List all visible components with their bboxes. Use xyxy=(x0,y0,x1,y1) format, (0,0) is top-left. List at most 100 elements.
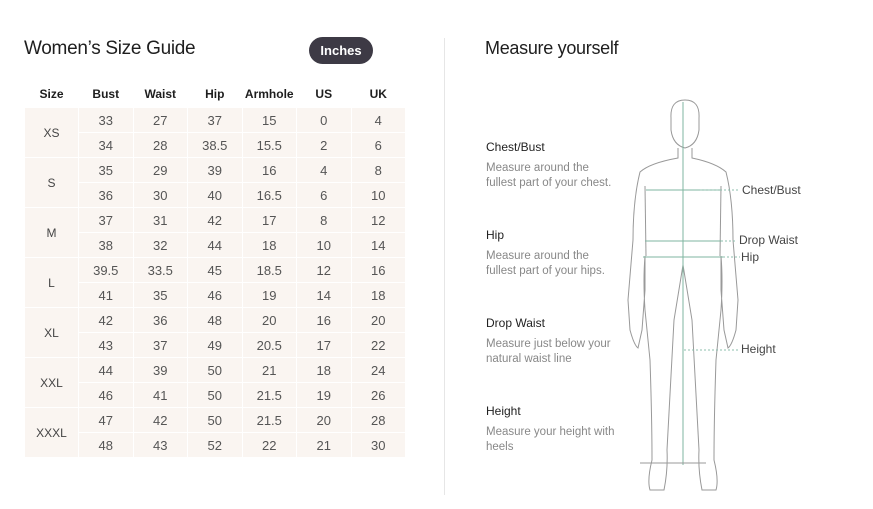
value-cell: 28 xyxy=(350,407,406,433)
value-cell: 21.5 xyxy=(241,407,297,433)
value-cell: 0 xyxy=(296,107,352,133)
value-cell: 52 xyxy=(187,432,243,458)
value-cell: 39.5 xyxy=(78,257,134,283)
section-heading: Height xyxy=(486,404,521,418)
value-cell: 45 xyxy=(187,257,243,283)
value-cell: 35 xyxy=(132,282,188,308)
column-header: US xyxy=(315,86,333,101)
value-cell: 44 xyxy=(187,232,243,258)
value-cell: 18.5 xyxy=(241,257,297,283)
value-cell: 31 xyxy=(132,207,188,233)
value-cell: 15 xyxy=(241,107,297,133)
value-cell: 50 xyxy=(187,407,243,433)
value-cell: 17 xyxy=(296,332,352,358)
table-row: 36 30 40 16.5 6 10 xyxy=(25,182,406,208)
section-text: Measure just below your natural waist li… xyxy=(486,338,611,365)
value-cell: 39 xyxy=(187,157,243,183)
value-cell: 22 xyxy=(350,332,406,358)
table-row: 48 43 52 22 21 30 xyxy=(25,432,406,458)
value-cell: 41 xyxy=(78,282,134,308)
value-cell: 37 xyxy=(187,107,243,133)
table-row: XL 42 36 48 20 16 20 xyxy=(24,307,406,358)
value-cell: 27 xyxy=(132,107,188,133)
value-cell: 4 xyxy=(296,157,352,183)
value-cell: 19 xyxy=(241,282,297,308)
value-cell: 42 xyxy=(78,307,134,333)
label-drop-waist: Drop Waist xyxy=(739,233,798,247)
value-cell: 18 xyxy=(241,232,297,258)
value-cell: 48 xyxy=(78,432,134,458)
table-row: 34 28 38.5 15.5 2 6 xyxy=(25,132,406,158)
table-row: 46 41 50 21.5 19 26 xyxy=(25,382,406,408)
figure-head xyxy=(670,99,700,149)
page-title: Women’s Size Guide xyxy=(24,38,196,59)
section-chest: Chest/Bust Measure around the fullest par… xyxy=(486,140,616,191)
value-cell: 29 xyxy=(132,157,188,183)
section-hip: Hip Measure around the fullest part of yo… xyxy=(486,228,616,279)
section-text: Measure around the fullest part of your … xyxy=(486,162,612,189)
column-header: Hip xyxy=(205,86,225,101)
value-cell: 20.5 xyxy=(241,332,297,358)
value-cell: 34 xyxy=(78,132,134,158)
value-cell: 6 xyxy=(350,132,406,158)
value-cell: 10 xyxy=(296,232,352,258)
size-cell: M xyxy=(24,207,79,258)
value-cell: 42 xyxy=(132,407,188,433)
figure-arm-right xyxy=(719,185,722,257)
value-cell: 21.5 xyxy=(241,382,297,408)
value-cell: 43 xyxy=(132,432,188,458)
section-heading: Drop Waist xyxy=(486,316,545,330)
table-row: 43 37 49 20.5 17 22 xyxy=(25,332,406,358)
value-cell: 18 xyxy=(296,357,352,383)
section-heading: Chest/Bust xyxy=(486,140,545,154)
figure-arm-left xyxy=(644,185,647,257)
value-cell: 36 xyxy=(78,182,134,208)
value-cell: 50 xyxy=(187,357,243,383)
value-cell: 19 xyxy=(296,382,352,408)
size-cell: XXL xyxy=(24,357,79,408)
value-cell: 50 xyxy=(187,382,243,408)
size-cell: L xyxy=(24,257,79,308)
value-cell: 42 xyxy=(187,207,243,233)
value-cell: 28 xyxy=(132,132,188,158)
value-cell: 20 xyxy=(350,307,406,333)
size-cell: S xyxy=(24,157,79,208)
value-cell: 48 xyxy=(187,307,243,333)
section-heading: Hip xyxy=(486,228,505,242)
table-row: XXL 44 39 50 21 18 24 xyxy=(24,357,406,408)
value-cell: 16.5 xyxy=(241,182,297,208)
column-header: Waist xyxy=(144,86,177,101)
value-cell: 24 xyxy=(350,357,406,383)
measure-title: Measure yourself xyxy=(485,38,619,58)
value-cell: 20 xyxy=(241,307,297,333)
value-cell: 30 xyxy=(132,182,188,208)
value-cell: 49 xyxy=(187,332,243,358)
section-text: Measure around the fullest part of your … xyxy=(486,250,605,277)
column-header: Size xyxy=(39,86,64,101)
divider xyxy=(444,38,445,495)
value-cell: 38.5 xyxy=(187,132,243,158)
value-cell: 30 xyxy=(350,432,406,458)
value-cell: 18 xyxy=(350,282,406,308)
value-cell: 32 xyxy=(132,232,188,258)
table-row: 38 32 44 18 10 14 xyxy=(25,232,406,258)
value-cell: 41 xyxy=(132,382,188,408)
value-cell: 40 xyxy=(187,182,243,208)
value-cell: 2 xyxy=(296,132,352,158)
value-cell: 22 xyxy=(241,432,297,458)
value-cell: 8 xyxy=(350,157,406,183)
value-cell: 15.5 xyxy=(241,132,297,158)
unit-toggle-button[interactable]: Inches xyxy=(309,37,373,64)
value-cell: 47 xyxy=(78,407,134,433)
value-cell: 43 xyxy=(78,332,134,358)
label-hip: Hip xyxy=(741,250,760,264)
value-cell: 46 xyxy=(78,382,134,408)
column-header: UK xyxy=(369,86,387,101)
value-cell: 21 xyxy=(296,432,352,458)
section-height: Height Measure your height with heels xyxy=(486,404,616,455)
size-cell: XL xyxy=(24,307,79,358)
value-cell: 26 xyxy=(350,382,406,408)
section-text: Measure your height with heels xyxy=(486,426,615,453)
column-header: Bust xyxy=(92,86,120,101)
